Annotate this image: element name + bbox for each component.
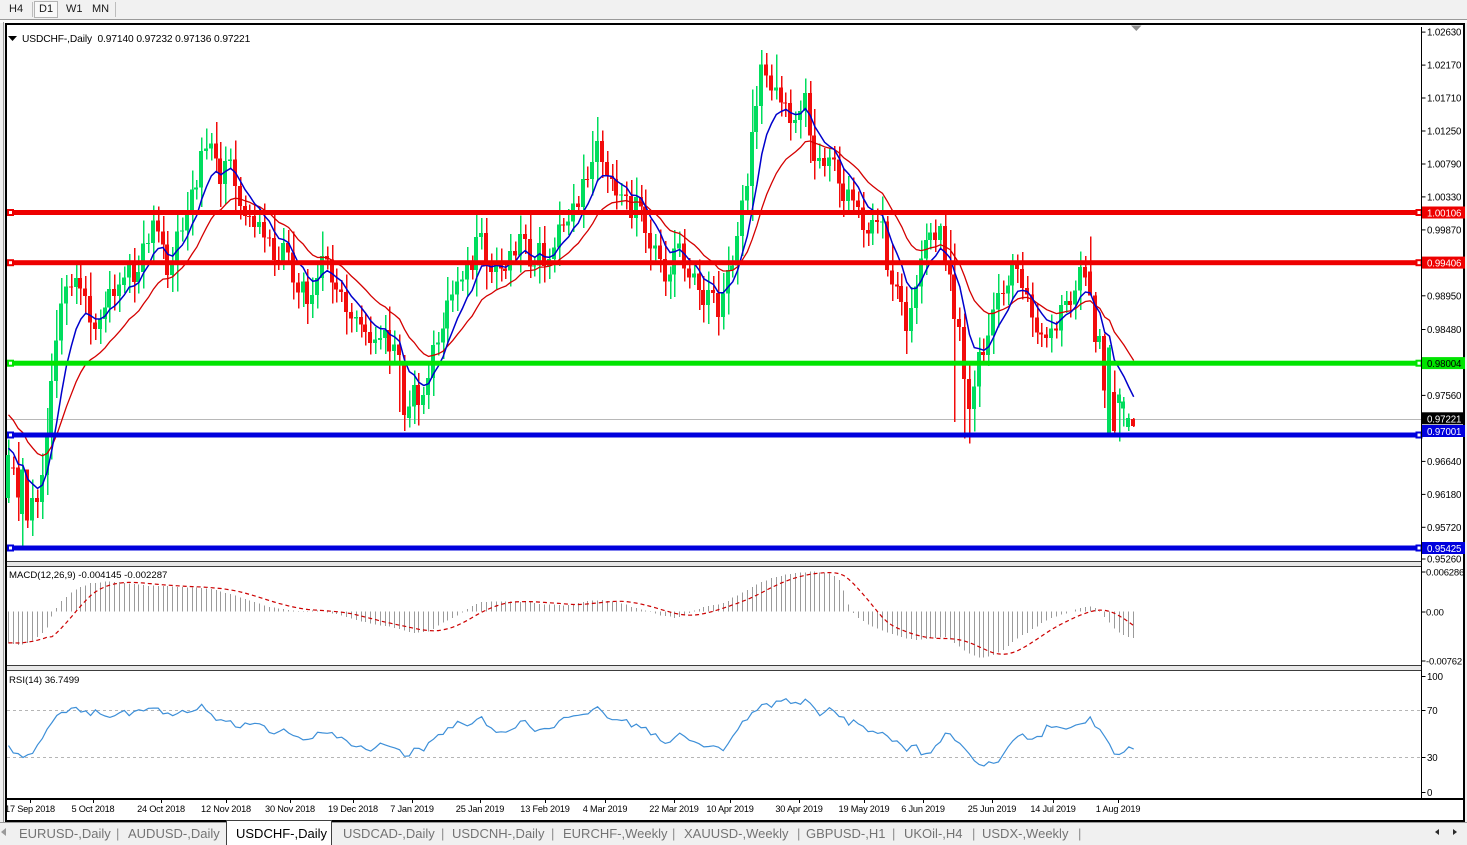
svg-text:24 Oct 2018: 24 Oct 2018 (137, 804, 185, 814)
svg-text:19 Dec 2018: 19 Dec 2018 (328, 804, 378, 814)
svg-text:30 Nov 2018: 30 Nov 2018 (265, 804, 315, 814)
svg-text:14 Jul 2019: 14 Jul 2019 (1030, 804, 1075, 814)
svg-text:0.99870: 0.99870 (1427, 225, 1462, 236)
svg-text:1.01710: 1.01710 (1427, 94, 1462, 105)
svg-text:22 Mar 2019: 22 Mar 2019 (649, 804, 698, 814)
svg-text:6 Jun 2019: 6 Jun 2019 (901, 804, 945, 814)
svg-text:0: 0 (1427, 788, 1433, 799)
svg-text:0.96640: 0.96640 (1427, 457, 1462, 468)
svg-text:1.00330: 1.00330 (1427, 192, 1462, 203)
svg-text:1 Aug 2019: 1 Aug 2019 (1096, 804, 1141, 814)
svg-text:25 Jan 2019: 25 Jan 2019 (456, 804, 504, 814)
svg-text:0.98950: 0.98950 (1427, 291, 1462, 302)
svg-text:MACD(12,26,9) -0.004145 -0.002: MACD(12,26,9) -0.004145 -0.002287 (9, 570, 167, 581)
svg-text:0.006286: 0.006286 (1426, 568, 1464, 579)
svg-text:0.98480: 0.98480 (1427, 325, 1462, 336)
svg-text:0.95260: 0.95260 (1427, 555, 1462, 566)
svg-text:17 Sep 2018: 17 Sep 2018 (5, 804, 55, 814)
svg-text:0.99406: 0.99406 (1427, 259, 1461, 270)
svg-text:4 Mar 2019: 4 Mar 2019 (583, 804, 628, 814)
svg-text:19 May 2019: 19 May 2019 (839, 804, 890, 814)
svg-text:1.00106: 1.00106 (1427, 209, 1461, 220)
svg-text:70: 70 (1427, 706, 1438, 717)
svg-text:RSI(14) 36.7499: RSI(14) 36.7499 (9, 675, 79, 686)
svg-text:10 Apr 2019: 10 Apr 2019 (706, 804, 753, 814)
svg-text:5 Oct 2018: 5 Oct 2018 (72, 804, 115, 814)
svg-text:1.02630: 1.02630 (1427, 28, 1462, 39)
svg-text:USDCHF-,Daily 0.97140 0.97232: USDCHF-,Daily 0.97140 0.97232 0.97136 0.… (22, 34, 251, 45)
svg-text:0.95720: 0.95720 (1427, 523, 1462, 534)
svg-text:12 Nov 2018: 12 Nov 2018 (201, 804, 251, 814)
svg-text:30: 30 (1427, 753, 1438, 764)
svg-text:7 Jan 2019: 7 Jan 2019 (390, 804, 434, 814)
svg-text:13 Feb 2019: 13 Feb 2019 (520, 804, 569, 814)
svg-text:0.97560: 0.97560 (1427, 391, 1462, 402)
svg-text:0.97221: 0.97221 (1427, 414, 1461, 425)
svg-text:0.98004: 0.98004 (1427, 359, 1462, 370)
svg-text:0.95425: 0.95425 (1427, 544, 1461, 555)
svg-text:-0.00762: -0.00762 (1426, 657, 1462, 668)
svg-text:100: 100 (1427, 672, 1444, 683)
svg-text:0.97001: 0.97001 (1427, 427, 1461, 438)
svg-text:1.02170: 1.02170 (1427, 61, 1462, 72)
svg-text:25 Jun 2019: 25 Jun 2019 (968, 804, 1016, 814)
svg-text:30 Apr 2019: 30 Apr 2019 (775, 804, 822, 814)
svg-text:0.96180: 0.96180 (1427, 490, 1462, 501)
svg-text:1.00790: 1.00790 (1427, 160, 1462, 171)
svg-text:0.00: 0.00 (1426, 608, 1444, 619)
svg-text:1.01250: 1.01250 (1427, 127, 1462, 138)
